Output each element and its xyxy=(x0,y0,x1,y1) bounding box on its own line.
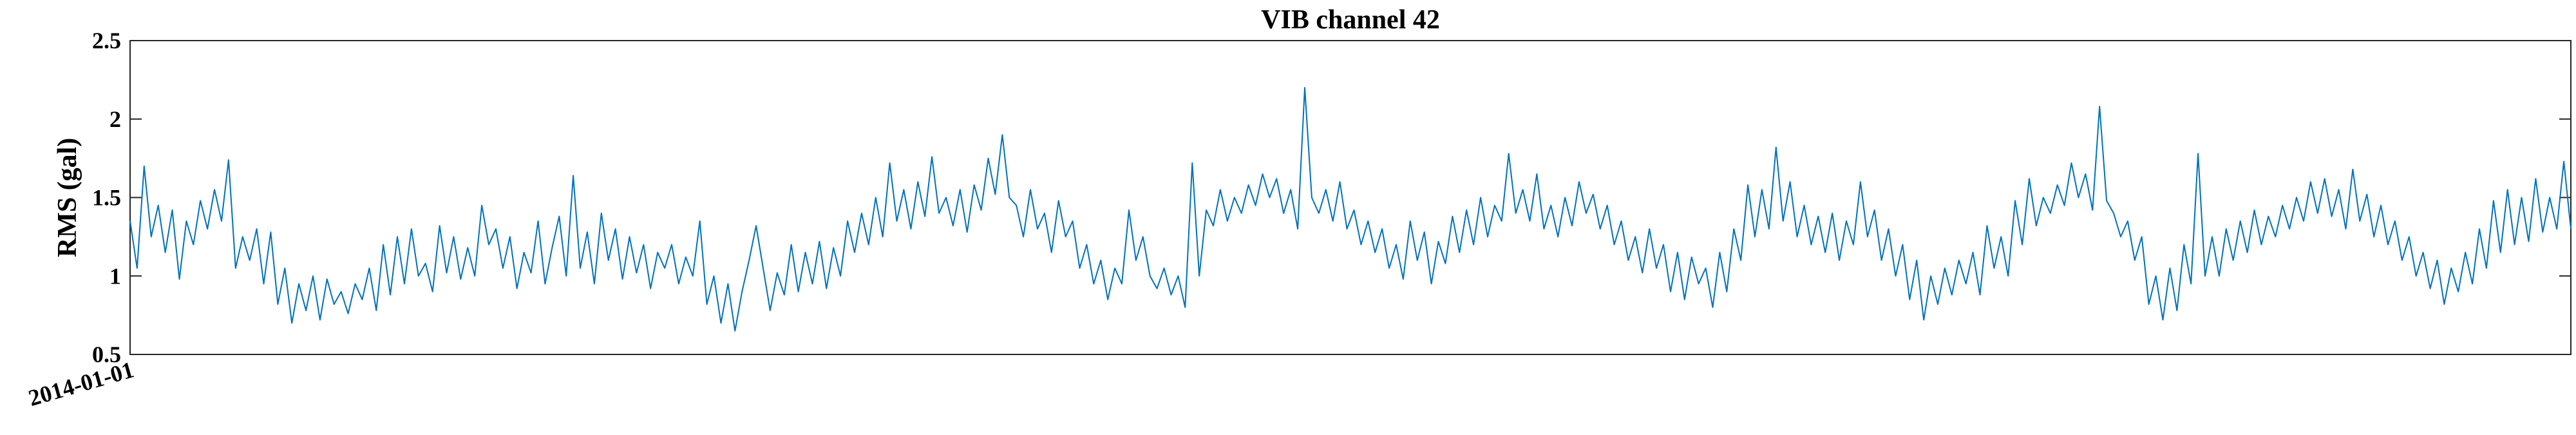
y-axis-label: RMS (gal) xyxy=(53,138,82,257)
x-tick-label: 2014-01-01 xyxy=(26,356,137,411)
y-axis: 0.5 1 1.5 2 2.5 xyxy=(92,28,2571,367)
chart-title: VIB channel 42 xyxy=(1261,5,1440,35)
y-tick-label: 2 xyxy=(109,106,121,132)
plot-area xyxy=(129,40,2571,355)
y-tick-label: 1.5 xyxy=(92,185,121,211)
y-tick-label: 1 xyxy=(109,263,121,289)
series-line xyxy=(129,87,2571,332)
x-axis: 2014-01-01 xyxy=(26,356,137,411)
y-tick-label: 2.5 xyxy=(92,28,121,53)
y-tick-label: 0.5 xyxy=(92,342,121,367)
